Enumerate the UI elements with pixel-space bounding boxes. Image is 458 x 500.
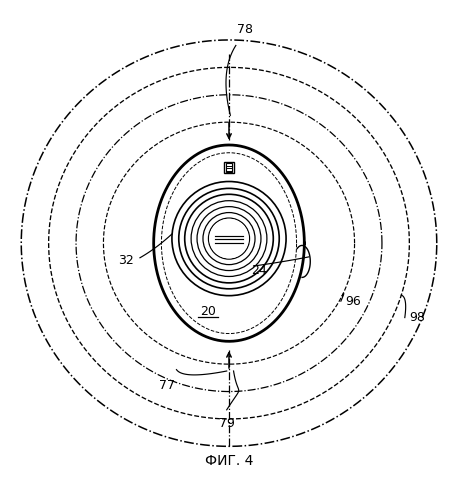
Text: 32: 32 (118, 254, 134, 266)
Text: 98: 98 (409, 311, 425, 324)
Text: 78: 78 (237, 24, 253, 36)
Text: 79: 79 (219, 416, 234, 430)
FancyBboxPatch shape (224, 162, 234, 173)
Text: 96: 96 (345, 294, 361, 308)
Text: 77: 77 (159, 379, 175, 392)
Circle shape (210, 220, 248, 258)
Text: 20: 20 (201, 305, 216, 318)
Text: 24: 24 (251, 264, 267, 277)
FancyBboxPatch shape (226, 163, 232, 172)
Text: ФИГ. 4: ФИГ. 4 (205, 454, 253, 468)
